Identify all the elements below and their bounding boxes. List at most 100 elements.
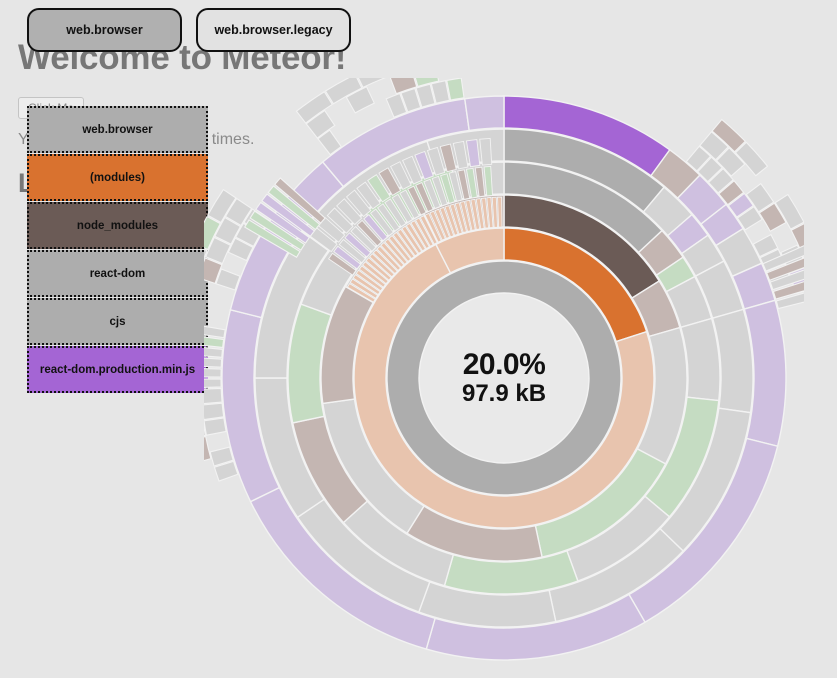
sunburst-leaf-segment[interactable] bbox=[426, 146, 446, 176]
sunburst-leaf-segment[interactable] bbox=[434, 208, 451, 240]
sunburst-leaf-segment[interactable] bbox=[349, 278, 379, 299]
bundle-tab-web-browser[interactable]: web.browser bbox=[27, 8, 182, 52]
sunburst-leaf-segment[interactable] bbox=[204, 367, 222, 378]
breadcrumb-item[interactable]: react-dom.production.min.js bbox=[27, 346, 208, 393]
sunburst-leaf-segment[interactable] bbox=[707, 167, 734, 194]
sunburst-svg[interactable] bbox=[204, 78, 804, 678]
sunburst-leaf-segment[interactable] bbox=[376, 245, 402, 272]
sunburst-leaf-segment[interactable] bbox=[350, 225, 377, 252]
sunburst-leaf-segment[interactable] bbox=[385, 92, 408, 118]
sunburst-leaf-segment[interactable] bbox=[376, 203, 401, 232]
sunburst-segment-highlighted[interactable] bbox=[386, 260, 622, 496]
sunburst-leaf-segment[interactable] bbox=[261, 193, 316, 238]
sunburst-leaf-segment[interactable] bbox=[423, 178, 441, 210]
sunburst-leaf-segment[interactable] bbox=[727, 192, 754, 218]
sunburst-leaf-segment[interactable] bbox=[407, 185, 427, 216]
sunburst-leaf-segment[interactable] bbox=[358, 265, 387, 288]
sunburst-leaf-segment[interactable] bbox=[204, 236, 232, 265]
sunburst-leaf-segment[interactable] bbox=[745, 182, 775, 213]
sunburst-leaf-segment[interactable] bbox=[401, 225, 423, 254]
sunburst-leaf-segment[interactable] bbox=[356, 181, 381, 210]
sunburst-leaf-segment[interactable] bbox=[430, 80, 451, 104]
sunburst-leaf-segment[interactable] bbox=[305, 109, 336, 139]
breadcrumb-item[interactable]: web.browser bbox=[27, 106, 208, 153]
sunburst-leaf-segment[interactable] bbox=[204, 257, 223, 285]
sunburst-leaf-segment[interactable] bbox=[204, 343, 224, 358]
sunburst-leaf-segment[interactable] bbox=[213, 460, 239, 482]
sunburst-leaf-segment[interactable] bbox=[414, 217, 434, 247]
sunburst-leaf-segment[interactable] bbox=[457, 169, 471, 200]
sunburst-leaf-segment[interactable] bbox=[774, 193, 804, 230]
sunburst-leaf-segment[interactable] bbox=[474, 166, 486, 198]
sunburst-leaf-segment[interactable] bbox=[711, 118, 747, 153]
sunburst-leaf-segment[interactable] bbox=[483, 165, 493, 197]
sunburst-leaf-segment[interactable] bbox=[274, 177, 326, 224]
sunburst-leaf-segment[interactable] bbox=[204, 413, 207, 439]
sunburst-leaf-segment[interactable] bbox=[439, 206, 455, 238]
sunburst-leaf-segment[interactable] bbox=[372, 249, 398, 275]
sunburst-leaf-segment[interactable] bbox=[465, 139, 481, 168]
sunburst-leaf-segment[interactable] bbox=[401, 155, 423, 185]
sunburst-leaf-segment[interactable] bbox=[475, 198, 485, 230]
sunburst-leaf-segment[interactable] bbox=[384, 238, 408, 265]
sunburst-leaf-segment[interactable] bbox=[338, 238, 367, 264]
sunburst-leaf-segment[interactable] bbox=[204, 378, 222, 389]
sunburst-leaf-segment[interactable] bbox=[465, 167, 478, 199]
sunburst-leaf-segment[interactable] bbox=[243, 219, 301, 259]
sunburst-segment[interactable] bbox=[434, 227, 505, 274]
sunburst-leaf-segment[interactable] bbox=[734, 141, 769, 177]
sunburst-leaf-segment[interactable] bbox=[365, 257, 392, 281]
sunburst-leaf-segment[interactable] bbox=[479, 137, 493, 166]
sunburst-leaf-segment[interactable] bbox=[209, 446, 234, 467]
sunburst-leaf-segment[interactable] bbox=[267, 185, 321, 231]
sunburst-leaf-segment[interactable] bbox=[392, 231, 415, 260]
sunburst-leaf-segment[interactable] bbox=[235, 222, 262, 248]
sunburst-leaf-segment[interactable] bbox=[444, 205, 459, 236]
sunburst-leaf-segment[interactable] bbox=[399, 189, 420, 220]
sunburst-leaf-segment[interactable] bbox=[328, 252, 357, 276]
sunburst-leaf-segment[interactable] bbox=[345, 86, 375, 114]
sunburst-leaf-segment[interactable] bbox=[207, 188, 237, 224]
sunburst-leaf-segment[interactable] bbox=[439, 143, 457, 173]
sunburst-leaf-segment[interactable] bbox=[346, 282, 376, 303]
sunburst-leaf-segment[interactable] bbox=[356, 78, 392, 89]
sunburst-leaf-segment[interactable] bbox=[363, 214, 388, 242]
sunburst-center-disc[interactable] bbox=[419, 293, 589, 463]
sunburst-leaf-segment[interactable] bbox=[465, 199, 476, 231]
sunburst-leaf-segment[interactable] bbox=[459, 200, 472, 232]
sunburst-leaf-segment[interactable] bbox=[389, 161, 412, 191]
sunburst-leaf-segment[interactable] bbox=[718, 180, 745, 206]
sunburst-leaf-segment[interactable] bbox=[419, 215, 438, 245]
sunburst-leaf-segment[interactable] bbox=[772, 274, 804, 300]
sunburst-leaf-segment[interactable] bbox=[446, 78, 465, 101]
sunburst-leaf-segment[interactable] bbox=[356, 219, 383, 247]
sunburst-leaf-segment[interactable] bbox=[368, 253, 395, 278]
sunburst-leaf-segment[interactable] bbox=[352, 273, 381, 296]
sunburst-leaf-segment[interactable] bbox=[452, 140, 469, 170]
sunburst-leaf-segment[interactable] bbox=[369, 208, 394, 237]
sunburst-leaf-segment[interactable] bbox=[424, 212, 442, 243]
breadcrumb-item[interactable]: cjs bbox=[27, 298, 208, 345]
sunburst-leaf-segment[interactable] bbox=[384, 198, 407, 228]
sunburst-leaf-segment[interactable] bbox=[204, 331, 225, 349]
breadcrumb-item[interactable]: react-dom bbox=[27, 250, 208, 297]
sunburst-leaf-segment[interactable] bbox=[389, 78, 418, 95]
sunburst-leaf-segment[interactable] bbox=[204, 417, 227, 436]
sunburst-leaf-segment[interactable] bbox=[736, 205, 763, 231]
sunburst-leaf-segment[interactable] bbox=[345, 189, 372, 218]
sunburst-leaf-segment[interactable] bbox=[448, 171, 463, 202]
sunburst-leaf-segment[interactable] bbox=[324, 78, 363, 105]
sunburst-leaf-segment[interactable] bbox=[699, 130, 729, 161]
sunburst-leaf-segment[interactable] bbox=[204, 435, 212, 464]
sunburst-leaf-segment[interactable] bbox=[470, 198, 481, 231]
sunburst-leaf-segment[interactable] bbox=[344, 232, 372, 258]
sunburst-leaf-segment[interactable] bbox=[413, 78, 440, 88]
sunburst-leaf-segment[interactable] bbox=[400, 87, 422, 113]
sunburst-leaf-segment[interactable] bbox=[775, 285, 804, 310]
breadcrumb-item[interactable]: node_modules bbox=[27, 202, 208, 249]
sunburst-leaf-segment[interactable] bbox=[378, 167, 402, 196]
sunburst-leaf-segment[interactable] bbox=[415, 83, 436, 108]
sunburst-leaf-segment[interactable] bbox=[715, 147, 746, 177]
sunburst-leaf-segment[interactable] bbox=[396, 228, 419, 257]
sunburst-leaf-segment[interactable] bbox=[255, 201, 311, 244]
